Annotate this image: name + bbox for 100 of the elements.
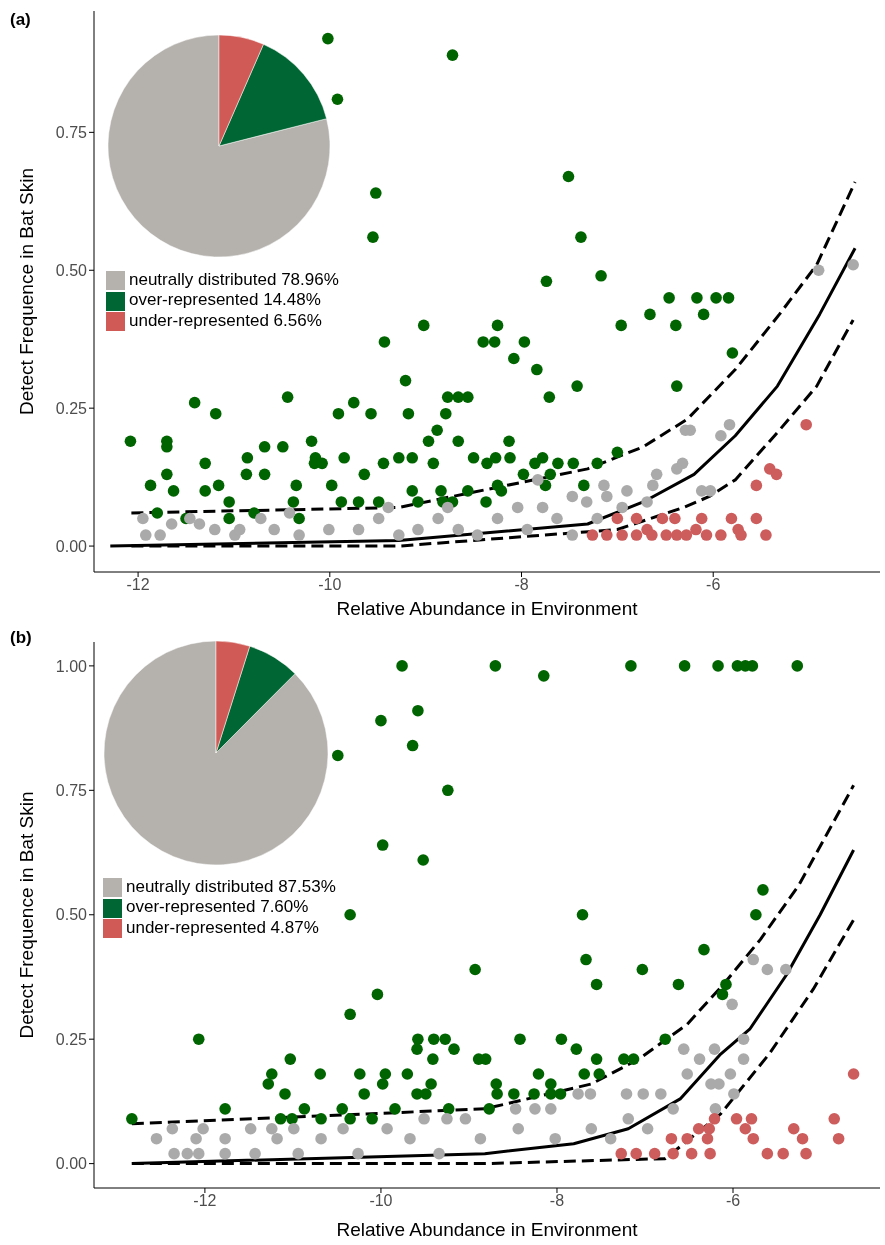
point <box>584 1088 597 1100</box>
point <box>549 1132 562 1145</box>
legend-label: neutrally distributed 78.96% <box>129 270 339 289</box>
point <box>715 529 727 541</box>
point <box>695 512 708 525</box>
point <box>620 1088 633 1100</box>
point <box>630 529 643 541</box>
point <box>471 529 484 541</box>
point <box>777 1147 789 1160</box>
point <box>616 529 628 541</box>
point <box>288 1122 300 1135</box>
x-tick-label: -8 <box>514 576 529 594</box>
point <box>669 512 681 525</box>
point <box>703 1122 716 1135</box>
point <box>233 523 246 536</box>
point <box>193 518 206 530</box>
point <box>828 1113 841 1125</box>
point <box>709 1103 722 1115</box>
y-tick-label: 0.00 <box>55 537 88 555</box>
point <box>847 1068 860 1080</box>
point <box>641 1122 654 1135</box>
point <box>266 1122 278 1135</box>
point <box>770 468 783 481</box>
point <box>647 479 659 492</box>
point <box>787 1122 800 1135</box>
point <box>745 1113 758 1125</box>
point <box>244 1122 257 1135</box>
y-tick-label: 1.00 <box>55 657 88 675</box>
point <box>648 1147 661 1160</box>
point <box>681 1068 694 1080</box>
y-tick-label: 0.75 <box>55 782 88 799</box>
point <box>315 1132 327 1145</box>
x-axis-title: Relative Abundance in Environment <box>336 598 639 619</box>
point <box>761 1147 774 1160</box>
point <box>656 512 669 525</box>
point <box>219 1147 231 1160</box>
point <box>598 479 610 492</box>
point <box>667 1103 679 1115</box>
legend-label: under-represented 6.56% <box>129 310 322 330</box>
point <box>676 457 689 470</box>
point <box>404 1132 416 1145</box>
y-tick-label: 0.50 <box>55 906 88 924</box>
point <box>690 523 702 536</box>
point <box>219 1132 231 1145</box>
point <box>708 1043 721 1055</box>
point <box>382 501 395 514</box>
point <box>622 1113 635 1125</box>
point <box>459 1113 472 1125</box>
point <box>372 512 385 525</box>
point <box>512 1122 525 1135</box>
point <box>545 1103 557 1115</box>
point <box>701 1132 714 1145</box>
point <box>184 512 196 525</box>
point <box>511 501 524 514</box>
point <box>641 496 653 508</box>
point <box>137 512 149 525</box>
point <box>580 496 593 508</box>
point <box>832 1132 845 1145</box>
point <box>283 507 296 519</box>
point <box>532 474 544 486</box>
point <box>760 529 772 541</box>
point <box>621 485 633 497</box>
point <box>680 529 693 541</box>
point <box>747 953 760 966</box>
point <box>796 1132 809 1145</box>
point <box>615 1147 628 1160</box>
legend-label: over-represented 7.60% <box>126 897 309 917</box>
x-tick-label: -6 <box>725 1192 741 1210</box>
x-tick-label: -12 <box>126 576 150 594</box>
point <box>293 529 305 541</box>
y-tick-label: 0.50 <box>55 261 88 279</box>
point <box>670 529 683 541</box>
point <box>637 1088 650 1100</box>
point <box>737 1053 750 1065</box>
x-tick-label: -8 <box>549 1192 565 1210</box>
legend-label: over-represented 14.48% <box>129 290 321 310</box>
point <box>725 512 738 525</box>
point <box>412 523 424 536</box>
point <box>646 529 658 541</box>
y-axis-title: Detect Frequence in Bat Skin <box>15 791 37 1039</box>
point <box>418 1113 430 1125</box>
point <box>168 1147 180 1160</box>
point <box>551 512 563 525</box>
point <box>585 1122 598 1135</box>
point <box>750 479 763 492</box>
x-tick-label: -12 <box>193 1192 217 1210</box>
point <box>692 1122 705 1135</box>
point <box>166 1122 179 1135</box>
point <box>630 1147 642 1160</box>
point <box>726 998 738 1011</box>
point <box>165 518 178 530</box>
point <box>190 1132 202 1145</box>
point <box>491 512 504 525</box>
y-axis-title: Detect Frequence in Bat Skin <box>15 167 37 416</box>
point <box>611 512 624 525</box>
line-series <box>108 246 857 548</box>
point <box>393 529 405 541</box>
point <box>509 1103 522 1115</box>
point <box>708 1113 721 1125</box>
point <box>352 523 365 536</box>
